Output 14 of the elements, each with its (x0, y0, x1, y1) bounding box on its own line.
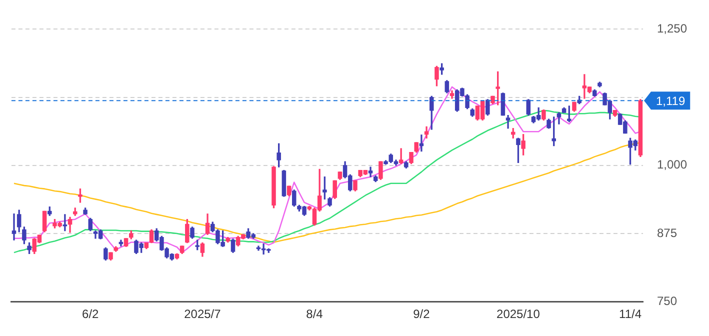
x-tick-label: 2025/10 (496, 307, 540, 322)
x-tick-label: 9/2 (413, 307, 430, 322)
candlestick (12, 214, 16, 240)
candlestick (398, 148, 404, 164)
candlestick (506, 114, 510, 129)
x-tick-label: 2025/7 (184, 307, 222, 322)
x-tick-label: 6/2 (82, 307, 100, 322)
x-tick-label: 11/4 (619, 307, 642, 322)
y-tick-label: 875 (657, 226, 678, 240)
y-tick-label: 1,000 (657, 158, 688, 172)
x-tick-label: 8/4 (306, 307, 324, 322)
ref-line-label: 1,119 (656, 94, 686, 108)
y-tick-label: 1,250 (657, 22, 688, 36)
y-tick-label: 750 (657, 294, 678, 308)
